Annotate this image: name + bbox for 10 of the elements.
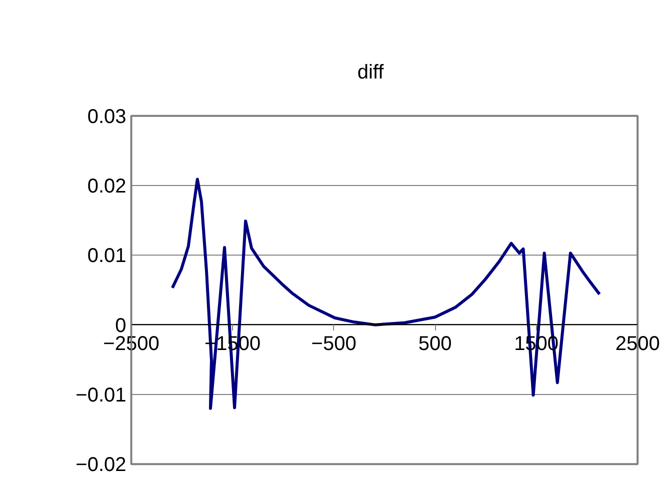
x-tick-label: 500 [418,332,452,355]
y-tick-label: 0.03 [87,106,126,128]
y-tick-label: −0.01 [76,384,126,406]
y-tick-label: 0.01 [87,245,126,268]
y-tick-label: 0.02 [87,176,126,198]
x-tick-label: 2500 [615,332,660,355]
x-tick-label: −500 [311,332,356,355]
line-series [170,178,602,410]
chart-title: diff [357,62,384,84]
y-tick-label: −0.02 [76,454,126,476]
